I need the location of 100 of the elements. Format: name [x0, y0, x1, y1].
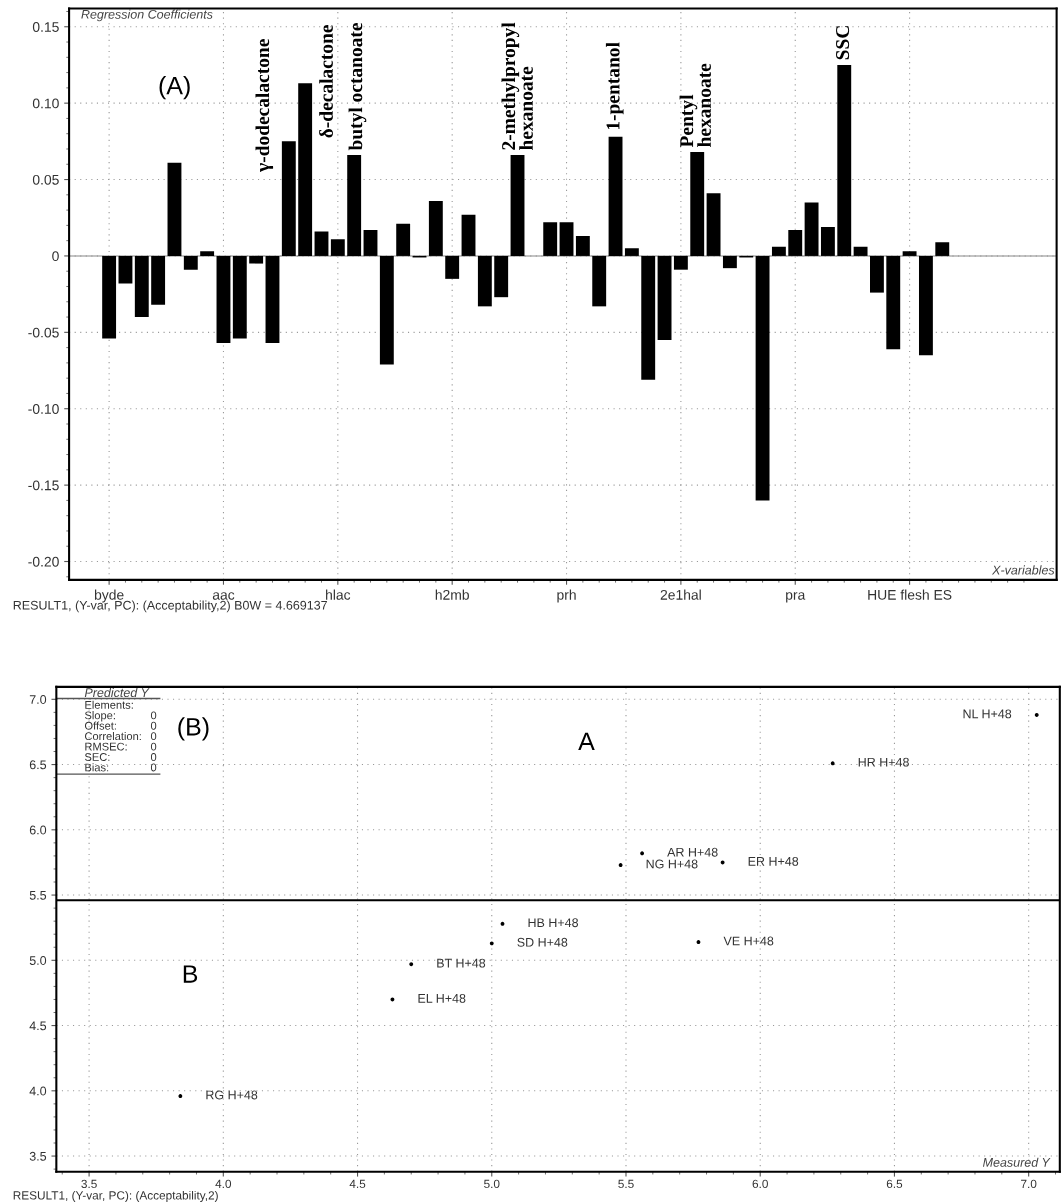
bar: [673, 255, 688, 270]
point: [409, 962, 414, 967]
bar: [396, 223, 411, 256]
y-tick-label: 0: [52, 251, 59, 262]
bar: [347, 155, 362, 256]
y-tick-label: 4.0: [29, 1086, 47, 1096]
y-tick-label: 5.0: [29, 956, 47, 965]
annotation: Pentyl hexanoate: [679, 63, 711, 148]
annotation: NL H+48: [963, 709, 1012, 719]
annotation: BT H+48: [437, 958, 486, 968]
annotation: NG H+48: [646, 859, 698, 869]
point: [830, 761, 835, 766]
annotation: δ-decalactone: [319, 25, 333, 138]
annotation: RG H+48: [206, 1090, 258, 1100]
bar: [330, 239, 345, 256]
point: [720, 860, 725, 865]
bar: [918, 255, 933, 356]
annotation: Elements:: [85, 700, 133, 709]
annotation: VE H+48: [723, 936, 774, 946]
x-tick-label: 6.0: [752, 1179, 768, 1189]
point: [696, 940, 701, 944]
annotation: EL H+48: [418, 993, 466, 1003]
annotation: Correlation:: [85, 731, 141, 741]
bar: [543, 222, 558, 256]
y-tick-label: 3.5: [29, 1151, 47, 1161]
annotation: 0: [150, 763, 157, 772]
bar: [820, 226, 835, 256]
annotation: A: [578, 732, 595, 750]
bar: [216, 255, 231, 344]
point: [178, 1094, 183, 1098]
annotation: Offset:: [84, 721, 116, 730]
text: RESULT1, (Y-var, PC): (Acceptability,2): [13, 1190, 218, 1202]
bar: [494, 255, 509, 298]
y-axis-title: Predicted Y: [84, 687, 150, 698]
point: [618, 863, 623, 867]
annotation: 2-methylpropyl hexanoate: [501, 22, 533, 151]
annotation: (A): [159, 76, 190, 100]
y-tick-label: -0.10: [28, 404, 59, 414]
y-tick-label: -0.15: [28, 480, 59, 491]
bar: [477, 255, 492, 307]
annotation: γ-dodecalactone: [255, 39, 274, 173]
annotation: Slope:: [84, 711, 115, 722]
annotation: 1-pentanol: [605, 42, 624, 130]
bar: [265, 255, 280, 344]
bar: [592, 255, 607, 307]
annotation: butyl octanoate: [348, 23, 367, 151]
bar: [249, 255, 264, 264]
x-tick-label: prh: [557, 589, 576, 603]
bar: [298, 83, 313, 256]
bar: [771, 246, 786, 256]
annotation: 0: [150, 711, 157, 720]
bar: [134, 255, 149, 318]
y-tick-label: 0.05: [32, 174, 59, 185]
bar: [200, 251, 215, 256]
x-axis-title: X-variables: [991, 565, 1055, 575]
x-tick-label: 6.5: [886, 1179, 903, 1189]
x-tick-label: hlac: [326, 589, 351, 600]
bar: [314, 231, 329, 256]
y-tick-label: 6.0: [29, 825, 47, 835]
bar: [624, 248, 639, 256]
bar: [102, 255, 117, 339]
bar: [167, 162, 182, 256]
annotation: HB H+48: [528, 918, 579, 928]
bar: [428, 200, 443, 256]
bar: [755, 255, 770, 501]
bar: [837, 64, 852, 256]
y-tick-label: -0.05: [28, 327, 59, 338]
bar: [690, 152, 705, 256]
x-tick-label: h2mb: [435, 589, 469, 600]
bar: [445, 255, 460, 279]
y-tick-label: 6.5: [29, 760, 47, 770]
bar: [183, 255, 198, 270]
annotation: 0: [150, 753, 157, 761]
annotation: 0: [150, 721, 157, 730]
x-tick-label: 5.0: [484, 1179, 500, 1189]
y-tick-label: 0.10: [32, 98, 59, 109]
y-tick-label: 4.5: [29, 1021, 47, 1031]
bar: [232, 255, 247, 339]
annotation: SEC:: [84, 753, 110, 761]
bar: [363, 229, 378, 256]
bar: [461, 214, 476, 256]
bar: [641, 255, 656, 380]
y-axis-title: Regression Coefficients: [81, 9, 213, 22]
annotation: B: [183, 965, 198, 983]
bar: [788, 229, 803, 256]
x-tick-label: 4.5: [349, 1179, 366, 1189]
bar: [118, 255, 133, 284]
y-tick-label: 5.5: [29, 890, 47, 900]
x-tick-label: aac: [212, 592, 235, 600]
annotation: SSC: [836, 26, 850, 60]
x-tick-label: HUE flesh ES: [868, 589, 952, 600]
y-tick-label: 0.15: [32, 22, 59, 32]
bar: [853, 246, 868, 256]
bar: [657, 255, 672, 340]
annotation: 0: [150, 732, 157, 741]
bar: [379, 255, 394, 365]
x-tick-label: pra: [786, 592, 806, 603]
annotation: 0: [150, 742, 157, 751]
point: [489, 941, 494, 946]
annotation: HR H+48: [858, 757, 909, 767]
